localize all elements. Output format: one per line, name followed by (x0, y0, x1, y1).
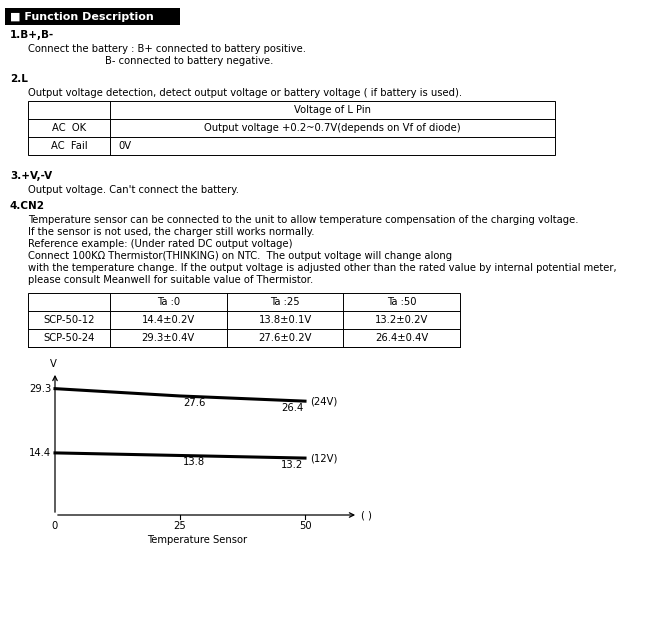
Text: AC  Fail: AC Fail (51, 141, 87, 151)
Text: 14.4±0.2V: 14.4±0.2V (142, 315, 195, 325)
Text: V: V (50, 359, 56, 369)
Text: 4.CN2: 4.CN2 (10, 201, 45, 211)
Text: ( ): ( ) (361, 510, 372, 520)
Text: SCP-50-12: SCP-50-12 (44, 315, 94, 325)
Text: Output voltage. Can't connect the battery.: Output voltage. Can't connect the batter… (28, 185, 239, 195)
Text: 29.3±0.4V: 29.3±0.4V (142, 333, 195, 343)
Text: Ta :50: Ta :50 (387, 297, 417, 307)
Text: please consult Meanwell for suitable value of Thermistor.: please consult Meanwell for suitable val… (28, 275, 314, 285)
Text: 29.3: 29.3 (29, 384, 51, 394)
Text: Ta :0: Ta :0 (157, 297, 180, 307)
Text: (12V): (12V) (310, 453, 338, 463)
Text: Temperature sensor can be connected to the unit to allow temperature compensatio: Temperature sensor can be connected to t… (28, 215, 578, 225)
Text: Output voltage +0.2~0.7V(depends on Vf of diode): Output voltage +0.2~0.7V(depends on Vf o… (204, 123, 461, 133)
Text: Connect 100KΩ Thermistor(THINKING) on NTC.  The output voltage will change along: Connect 100KΩ Thermistor(THINKING) on NT… (28, 251, 452, 261)
Text: Connect the battery : B+ connected to battery positive.: Connect the battery : B+ connected to ba… (28, 44, 306, 54)
Text: 50: 50 (299, 521, 312, 531)
Text: SCP-50-24: SCP-50-24 (44, 333, 94, 343)
Text: 3.+V,-V: 3.+V,-V (10, 171, 52, 181)
Text: Voltage of L Pin: Voltage of L Pin (294, 105, 371, 115)
Text: Ta :25: Ta :25 (270, 297, 299, 307)
Bar (28, 293, 460, 347)
Text: 13.8±0.1V: 13.8±0.1V (259, 315, 312, 325)
Text: with the temperature change. If the output voltage is adjusted other than the ra: with the temperature change. If the outp… (28, 263, 616, 273)
Text: 27.6: 27.6 (183, 398, 206, 408)
Text: If the sensor is not used, the charger still works normally.: If the sensor is not used, the charger s… (28, 227, 314, 237)
Text: Output voltage detection, detect output voltage or battery voltage ( if battery : Output voltage detection, detect output … (28, 88, 462, 98)
Text: 26.4±0.4V: 26.4±0.4V (375, 333, 428, 343)
Text: ■ Function Description: ■ Function Description (10, 11, 153, 21)
Bar (5, 8, 180, 25)
Text: B- connected to battery negative.: B- connected to battery negative. (105, 56, 273, 66)
Text: 26.4: 26.4 (281, 403, 303, 413)
Text: AC  OK: AC OK (52, 123, 86, 133)
Text: 0V: 0V (118, 141, 131, 151)
Text: 0: 0 (52, 521, 58, 531)
Text: 13.2±0.2V: 13.2±0.2V (375, 315, 428, 325)
Text: 25: 25 (174, 521, 186, 531)
Text: (24V): (24V) (310, 396, 337, 406)
Text: 27.6±0.2V: 27.6±0.2V (258, 333, 312, 343)
Bar (28, 101, 555, 155)
Text: 13.2: 13.2 (281, 460, 303, 470)
Text: 1.B+,B-: 1.B+,B- (10, 30, 54, 40)
Text: Temperature Sensor: Temperature Sensor (147, 535, 247, 545)
Text: Reference example: (Under rated DC output voltage): Reference example: (Under rated DC outpu… (28, 239, 293, 249)
Text: 14.4: 14.4 (29, 448, 51, 458)
Text: 13.8: 13.8 (183, 457, 205, 467)
Text: 2.L: 2.L (10, 74, 28, 84)
